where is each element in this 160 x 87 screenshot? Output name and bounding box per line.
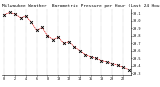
Text: Milwaukee Weather  Barometric Pressure per Hour (Last 24 Hours): Milwaukee Weather Barometric Pressure pe… — [2, 4, 160, 8]
